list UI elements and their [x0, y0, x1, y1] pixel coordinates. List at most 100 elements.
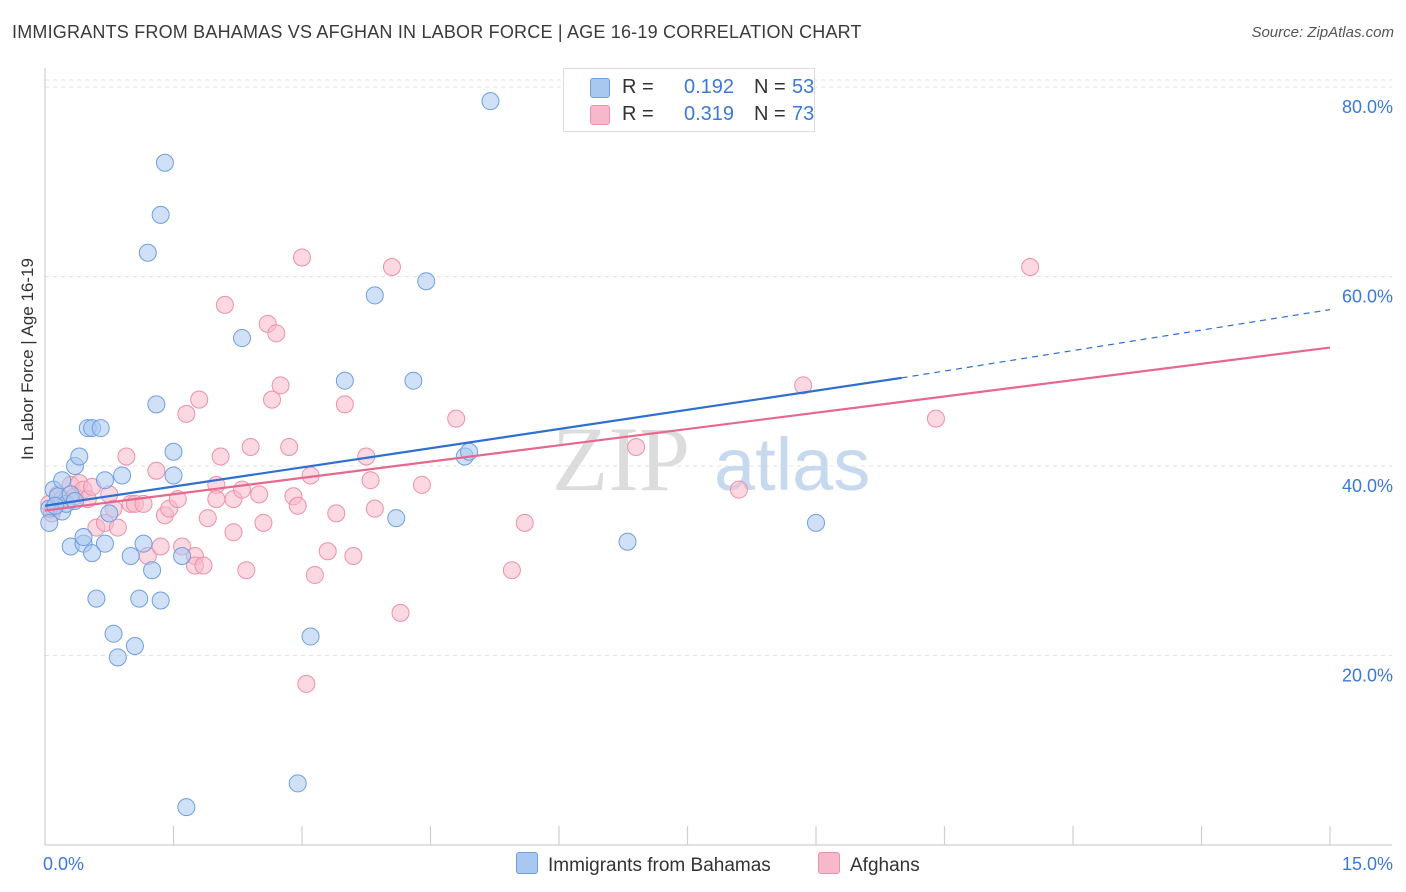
data-point-bahamas	[108, 648, 127, 667]
data-point-afghans	[365, 499, 384, 518]
y-axis-label: In Labor Force | Age 16-19	[18, 258, 37, 460]
data-point-bahamas	[147, 395, 166, 414]
data-point-afghans	[280, 438, 299, 457]
data-point-afghans	[382, 257, 401, 276]
data-point-afghans	[794, 376, 813, 395]
data-point-afghans	[250, 485, 269, 504]
trend-line-afghans	[44, 346, 1331, 512]
tick-labels: 20.0% 40.0% 60.0% 80.0% 0.0% 15.0%	[43, 97, 1393, 874]
data-point-afghans	[198, 509, 217, 528]
series-bahamas	[40, 92, 825, 817]
data-point-bahamas	[335, 371, 354, 390]
data-point-bahamas	[155, 153, 174, 172]
data-point-bahamas	[87, 589, 106, 608]
data-point-afghans	[241, 438, 260, 457]
data-point-afghans	[288, 496, 307, 515]
bottom-legend-swatch-bahamas	[516, 852, 538, 874]
y-tick-label: 60.0%	[1342, 286, 1393, 306]
series-afghans	[40, 248, 1040, 693]
legend-swatch-bahamas	[590, 78, 610, 98]
data-point-afghans	[237, 561, 256, 580]
bottom-legend-bahamas: Immigrants from Bahamas	[516, 852, 771, 876]
data-point-afghans	[335, 395, 354, 414]
data-point-bahamas	[104, 624, 123, 643]
legend-swatch-afghans	[590, 105, 610, 125]
chart-title: IMMIGRANTS FROM BAHAMAS VS AFGHAN IN LAB…	[12, 22, 862, 42]
bottom-legend-swatch-afghans	[818, 852, 840, 874]
data-point-bahamas	[74, 528, 93, 547]
data-point-afghans	[190, 390, 209, 409]
data-point-afghans	[117, 447, 136, 466]
data-point-bahamas	[121, 546, 140, 565]
legend-n-value-afghans: 73	[792, 103, 815, 125]
data-point-bahamas	[288, 774, 307, 793]
data-point-bahamas	[164, 442, 183, 461]
data-point-afghans	[297, 674, 316, 693]
data-point-bahamas	[143, 561, 162, 580]
x-tick-label: 0.0%	[43, 854, 84, 874]
trend-line-bahamas-extension	[901, 309, 1331, 379]
data-point-afghans	[318, 542, 337, 561]
legend-r-value-bahamas: 0.192	[684, 76, 735, 98]
data-point-bahamas	[100, 504, 119, 523]
y-tick-label: 80.0%	[1342, 97, 1393, 117]
data-point-bahamas	[404, 371, 423, 390]
data-point-afghans	[391, 603, 410, 622]
data-point-afghans	[194, 556, 213, 575]
data-point-bahamas	[481, 92, 500, 111]
data-point-bahamas	[807, 513, 825, 532]
data-point-afghans	[361, 471, 380, 490]
data-point-bahamas	[151, 205, 170, 224]
data-point-bahamas	[40, 513, 59, 532]
data-point-afghans	[926, 409, 945, 428]
data-point-afghans	[502, 561, 521, 580]
bottom-legend-label-afghans: Afghans	[850, 855, 920, 876]
data-point-afghans	[327, 504, 346, 523]
axes	[44, 68, 1392, 846]
data-point-afghans	[447, 409, 466, 428]
data-point-bahamas	[417, 272, 436, 291]
bottom-legend-afghans: Afghans	[818, 852, 920, 876]
data-point-bahamas	[365, 286, 384, 305]
data-point-afghans	[627, 438, 646, 457]
data-point-afghans	[211, 447, 230, 466]
data-point-afghans	[254, 513, 273, 532]
data-point-afghans	[263, 390, 282, 409]
data-point-afghans	[147, 461, 166, 480]
trend-lines	[44, 309, 1331, 512]
data-point-bahamas	[113, 466, 132, 485]
legend-r-value-afghans: 0.319	[684, 103, 735, 125]
data-point-bahamas	[138, 243, 157, 262]
data-point-bahamas	[70, 447, 89, 466]
legend-n-value-bahamas: 53	[792, 76, 815, 98]
data-point-afghans	[224, 523, 243, 542]
legend-n-label: N =	[754, 103, 786, 125]
data-point-afghans	[305, 565, 324, 584]
data-point-afghans	[293, 248, 311, 267]
data-point-bahamas	[95, 471, 114, 490]
data-point-bahamas	[164, 466, 183, 485]
data-point-bahamas	[95, 534, 114, 553]
legend-n-label: N =	[754, 76, 786, 98]
legend-r-label: R =	[622, 76, 654, 98]
data-point-bahamas	[233, 329, 252, 348]
data-point-afghans	[344, 546, 363, 565]
bottom-legend-label-bahamas: Immigrants from Bahamas	[548, 855, 771, 876]
stats-legend: R = 0.192 N = 53 R = 0.319 N = 73	[563, 68, 815, 132]
data-point-afghans	[1021, 257, 1040, 276]
data-point-afghans	[515, 513, 534, 532]
data-point-bahamas	[387, 509, 406, 528]
data-point-bahamas	[301, 627, 320, 646]
legend-r-label: R =	[622, 103, 654, 125]
data-point-bahamas	[177, 798, 196, 817]
data-point-afghans	[271, 376, 290, 395]
data-point-afghans	[108, 518, 127, 537]
data-point-bahamas	[130, 589, 149, 608]
y-tick-label: 20.0%	[1342, 665, 1393, 685]
data-point-afghans	[412, 475, 431, 494]
data-point-afghans	[729, 480, 748, 499]
data-point-bahamas	[618, 532, 637, 551]
data-point-bahamas	[125, 637, 144, 656]
data-point-afghans	[215, 295, 234, 314]
